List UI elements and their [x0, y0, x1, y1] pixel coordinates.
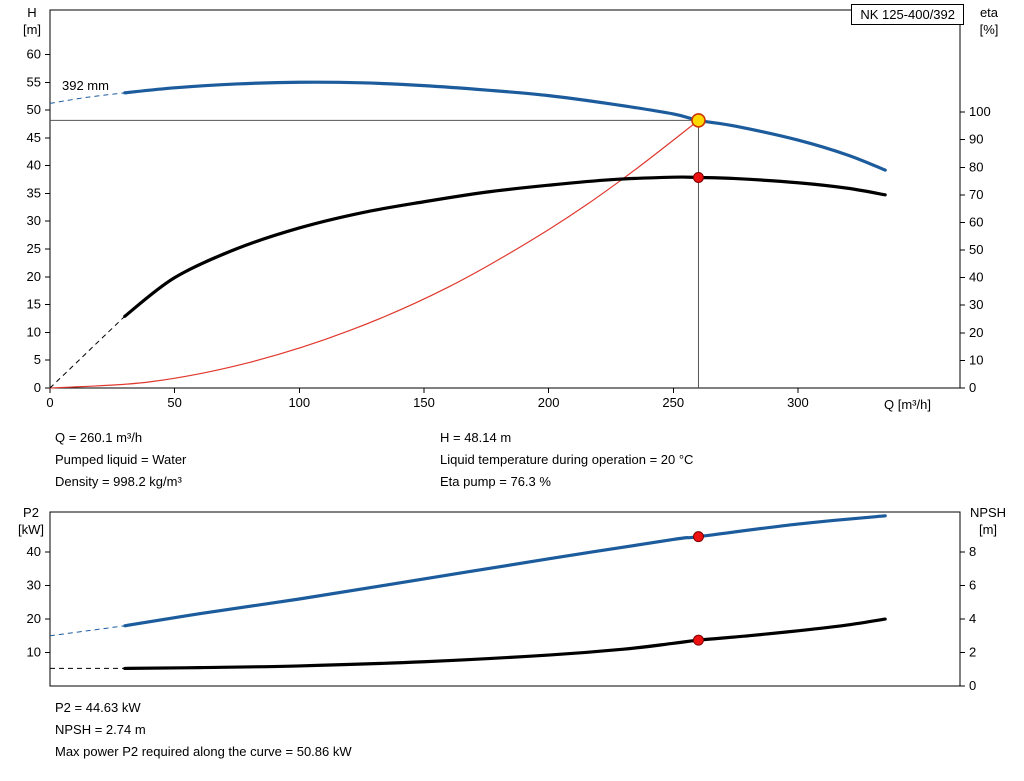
- p2-axis-name: P2: [23, 505, 39, 520]
- h-axis-label: H [m]: [10, 4, 54, 38]
- y-right-tick-label: 8: [969, 544, 976, 559]
- y-left-tick-label: 40: [27, 158, 41, 173]
- y-left-tick-label: 35: [27, 185, 41, 200]
- p2-value-line: P2 = 44.63 kW: [55, 700, 141, 715]
- y-left-tick-label: 0: [34, 380, 41, 395]
- h-axis-unit: [m]: [22, 22, 42, 37]
- y-left-tick-label: 50: [27, 102, 41, 117]
- y-right-tick-label: 40: [969, 270, 983, 285]
- x-tick-label: 300: [787, 395, 809, 410]
- y-left-tick-label: 20: [27, 269, 41, 284]
- impeller-diameter-label: 392 mm: [62, 78, 109, 93]
- y-right-tick-label: 90: [969, 132, 983, 147]
- y-left-tick-label: 55: [27, 74, 41, 89]
- eta-point-marker[interactable]: [692, 171, 704, 183]
- npsh-axis-label: NPSH [m]: [960, 504, 1016, 538]
- x-tick-label: 0: [46, 395, 53, 410]
- eta-axis-unit: [%]: [979, 22, 999, 37]
- y-left-tick-label: 60: [27, 46, 41, 61]
- y-right-tick-label: 10: [969, 352, 983, 367]
- x-tick-label: 250: [662, 395, 684, 410]
- y-right-tick-label: 80: [969, 159, 983, 174]
- eta-curve-dashed: [49, 315, 126, 389]
- y-right-tick-label: 50: [969, 242, 983, 257]
- duty-info-left: Q = 260.1 m³/h Pumped liquid = Water Den…: [55, 427, 186, 493]
- y-left-tick-label: 30: [27, 213, 41, 228]
- x-tick-label: 100: [288, 395, 310, 410]
- h-axis-name: H: [27, 5, 37, 20]
- x-tick-label: 50: [167, 395, 181, 410]
- npsh-value-line: NPSH = 2.74 m: [55, 722, 146, 737]
- q-value-line: Q = 260.1 m³/h: [55, 430, 143, 445]
- y-right-tick-label: 0: [969, 380, 976, 395]
- density-line: Density = 998.2 kg/m³: [55, 474, 182, 489]
- y-right-tick-label: 4: [969, 611, 976, 626]
- y-left-tick-label: 20: [27, 611, 41, 626]
- max-power-line: Max power P2 required along the curve = …: [55, 744, 352, 759]
- p2-point-marker[interactable]: [692, 531, 704, 543]
- npsh-axis-unit: [m]: [978, 522, 998, 537]
- head-curve-dashed: [49, 92, 125, 104]
- y-left-tick-label: 40: [27, 544, 41, 559]
- y-left-tick-label: 15: [27, 297, 41, 312]
- npsh-curve: [123, 617, 887, 671]
- eta-axis-name: eta: [979, 5, 999, 20]
- axis-ticks: 0 50 100 150 200 250 3000510152025303540455055…: [27, 46, 991, 410]
- duty-info-right: H = 48.14 m Liquid temperature during op…: [440, 427, 693, 493]
- h-value-line: H = 48.14 m: [440, 430, 512, 445]
- system-curve-curve: [49, 119, 700, 389]
- head-eta-chart: 0 50 100 150 200 250 3000510152025303540455055…: [27, 9, 991, 410]
- y-right-tick-label: 30: [969, 297, 983, 312]
- y-right-tick-label: 0: [969, 678, 976, 693]
- plot-frame: [49, 511, 961, 687]
- p2-npsh-chart: 10 20 30 40 0 2 4 6 8: [27, 511, 977, 693]
- y-left-tick-label: 30: [27, 578, 41, 593]
- q-axis-label: Q [m³/h]: [884, 397, 931, 412]
- x-tick-label: 200: [538, 395, 560, 410]
- p2-axis-label: P2 [kW]: [8, 504, 54, 538]
- y-right-tick-label: 20: [969, 325, 983, 340]
- p2-axis-unit: [kW]: [18, 522, 44, 537]
- p2-curve-dashed: [49, 625, 125, 637]
- y-left-tick-label: 5: [34, 352, 41, 367]
- y-right-tick-label: 60: [969, 214, 983, 229]
- power-info: P2 = 44.63 kW NPSH = 2.74 m Max power P2…: [55, 697, 352, 763]
- plot-frame: [49, 9, 961, 389]
- y-left-tick-label: 10: [27, 324, 41, 339]
- y-right-tick-label: 100: [969, 104, 991, 119]
- y-left-tick-label: 25: [27, 241, 41, 256]
- p2-curve: [123, 514, 887, 628]
- pump-model-badge: NK 125-400/392: [851, 4, 964, 25]
- y-left-tick-label: 10: [27, 645, 41, 660]
- y-right-tick-label: 2: [969, 645, 976, 660]
- npsh-point-marker[interactable]: [692, 634, 704, 646]
- eta-curve: [123, 175, 887, 318]
- pumped-liquid-line: Pumped liquid = Water: [55, 452, 187, 467]
- y-left-tick-label: 45: [27, 130, 41, 145]
- eta-axis-label: eta [%]: [964, 4, 1014, 38]
- axis-ticks: 10 20 30 40 0 2 4 6 8: [27, 544, 977, 693]
- duty-point-marker[interactable]: [691, 113, 706, 128]
- npsh-axis-name: NPSH: [969, 505, 1007, 520]
- head-curve: [123, 80, 887, 172]
- y-right-tick-label: 70: [969, 187, 983, 202]
- y-right-tick-label: 6: [969, 578, 976, 593]
- x-tick-label: 150: [413, 395, 435, 410]
- liquid-temperature-line: Liquid temperature during operation = 20…: [440, 452, 694, 467]
- eta-pump-line: Eta pump = 76.3 %: [440, 474, 551, 489]
